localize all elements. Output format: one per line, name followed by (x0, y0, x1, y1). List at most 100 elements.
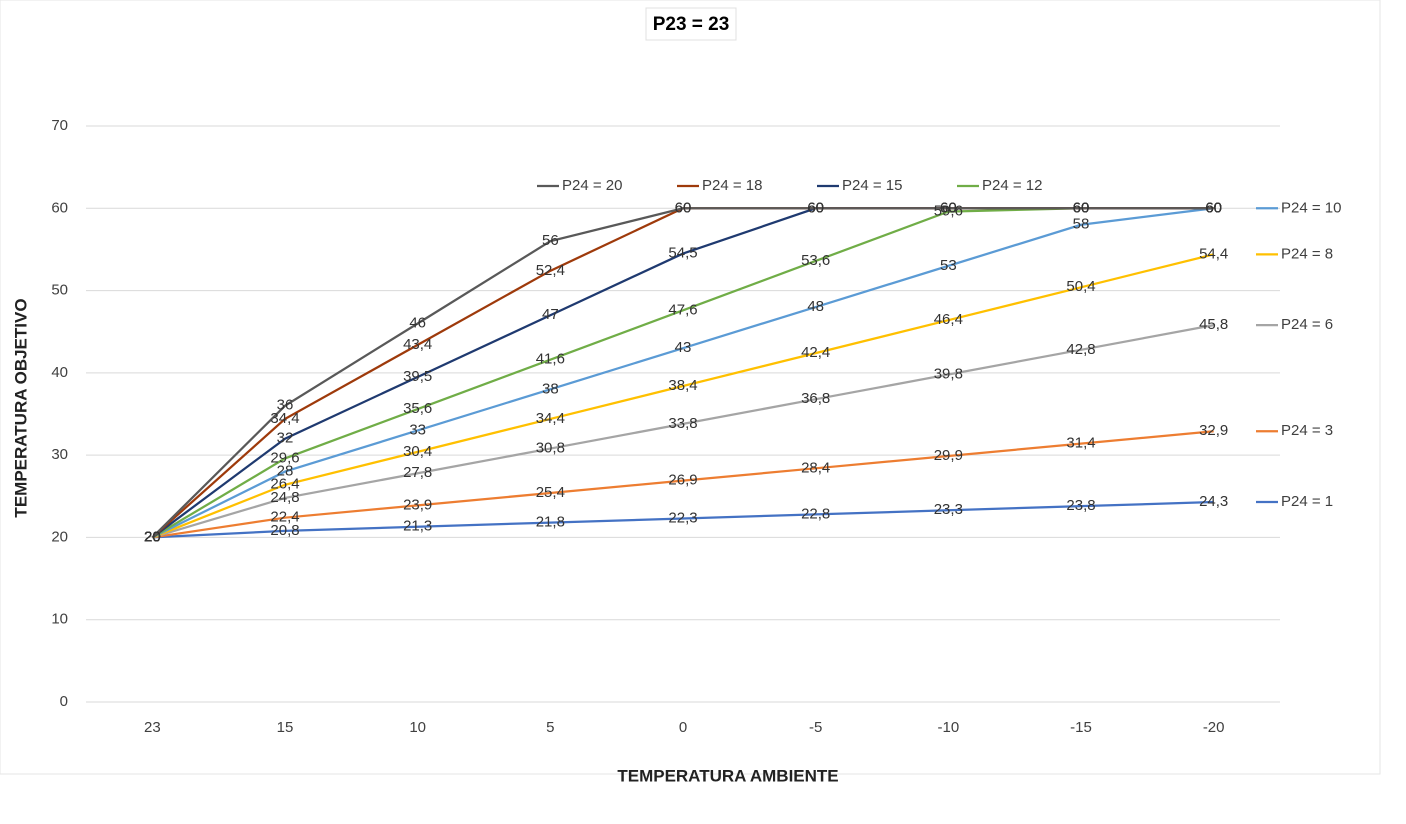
series-line (152, 324, 1214, 539)
legend-label: P24 = 20 (562, 177, 622, 194)
series-line (151, 253, 1214, 539)
data-label: 48 (807, 298, 824, 315)
data-label: 23,8 (1066, 497, 1095, 514)
data-label: 24,8 (270, 489, 299, 506)
data-label: 32,9 (1199, 422, 1228, 439)
data-label: 33 (409, 421, 426, 438)
legend-label: P24 = 8 (1281, 245, 1333, 262)
data-label: 46,4 (934, 311, 963, 328)
data-label: 36,8 (801, 390, 830, 407)
y-tick-label: 10 (51, 611, 68, 628)
x-tick-label: 0 (679, 719, 687, 736)
y-tick-label: 30 (51, 446, 68, 463)
data-label: 27,8 (403, 464, 432, 481)
y-axis-label: TEMPERATURA OBJETIVO (11, 298, 30, 517)
data-label: 20 (144, 528, 161, 545)
data-label: 23,3 (934, 501, 963, 518)
data-label: 53 (940, 257, 957, 274)
data-label: 39,8 (934, 365, 963, 382)
data-label: 41,6 (536, 351, 565, 368)
data-label: 20 (144, 528, 161, 545)
data-label: 33,8 (668, 415, 697, 432)
data-label: 26,4 (270, 476, 299, 493)
data-label: 54,4 (1199, 245, 1228, 262)
data-label: 47,6 (668, 301, 697, 318)
data-label: 42,8 (1066, 341, 1095, 358)
data-label: 60 (1073, 199, 1090, 216)
data-label: 34,4 (270, 410, 299, 427)
y-tick-label: 0 (60, 693, 68, 710)
y-tick-label: 40 (51, 364, 68, 381)
x-tick-label: -10 (937, 719, 959, 736)
data-label: 60 (1073, 199, 1090, 216)
legend-label: P24 = 3 (1281, 422, 1333, 439)
data-label: 59,6 (934, 203, 963, 220)
data-label: 60 (1073, 199, 1090, 216)
data-label: 20 (144, 528, 161, 545)
data-label: 60 (1205, 199, 1222, 216)
data-label: 22,8 (801, 505, 830, 522)
data-label: 60 (940, 199, 957, 216)
x-tick-label: 5 (546, 719, 554, 736)
data-label: 60 (807, 199, 824, 216)
data-label: 60 (1205, 199, 1222, 216)
data-label: 60 (1205, 199, 1222, 216)
series-line (151, 207, 1214, 539)
data-label: 30,8 (536, 440, 565, 457)
x-tick-label: -5 (809, 719, 822, 736)
data-label: 23,9 (403, 496, 432, 513)
data-label: 26,9 (668, 472, 697, 489)
x-tick-label: 10 (409, 719, 426, 736)
x-tick-label: 15 (277, 719, 294, 736)
legend-label: P24 = 10 (1281, 199, 1341, 216)
x-axis-label: TEMPERATURA AMBIENTE (617, 766, 838, 785)
data-label: 20 (144, 528, 161, 545)
chart-title: P23 = 23 (653, 14, 730, 35)
data-label: 20 (144, 528, 161, 545)
data-label: 29,6 (270, 449, 299, 466)
data-label: 34,4 (536, 410, 565, 427)
data-label: 60 (1205, 199, 1222, 216)
data-label: 21,8 (536, 514, 565, 531)
data-label: 42,4 (801, 344, 830, 361)
series-line (152, 430, 1214, 539)
data-label: 54,5 (668, 245, 697, 262)
x-tick-label: 23 (144, 719, 161, 736)
data-label: 60 (1205, 199, 1222, 216)
data-label: 28 (277, 463, 294, 480)
data-label: 22,4 (270, 509, 299, 526)
data-label: 43 (675, 339, 692, 356)
data-label: 31,4 (1066, 435, 1095, 452)
data-label: 20 (144, 528, 161, 545)
data-label: 60 (940, 199, 957, 216)
title-box (645, 7, 737, 41)
data-label: 30,4 (403, 443, 432, 460)
x-tick-label: -20 (1203, 719, 1225, 736)
data-label: 21,3 (403, 518, 432, 535)
data-label: 22,3 (668, 509, 697, 526)
y-tick-label: 70 (51, 117, 68, 134)
legend-label: P24 = 6 (1281, 316, 1333, 333)
data-label: 28,4 (801, 459, 830, 476)
legend-label: P24 = 18 (702, 177, 762, 194)
data-label: 56 (542, 232, 559, 249)
data-label: 60 (1073, 199, 1090, 216)
series-line (151, 207, 1214, 539)
data-label: 20 (144, 528, 161, 545)
data-label: 60 (807, 199, 824, 216)
legend-label: P24 = 1 (1281, 493, 1333, 510)
data-label: 20,8 (270, 522, 299, 539)
y-tick-label: 20 (51, 528, 68, 545)
data-label: 32 (277, 430, 294, 447)
data-label: 20 (144, 528, 161, 545)
data-label: 43,4 (403, 336, 432, 353)
series-line (152, 500, 1214, 539)
data-label: 39,5 (403, 368, 432, 385)
x-tick-label: -15 (1070, 719, 1092, 736)
data-label: 50,4 (1066, 278, 1095, 295)
data-label: 60 (675, 199, 692, 216)
data-label: 29,9 (934, 447, 963, 464)
data-label: 52,4 (536, 262, 565, 279)
data-label: 60 (807, 199, 824, 216)
